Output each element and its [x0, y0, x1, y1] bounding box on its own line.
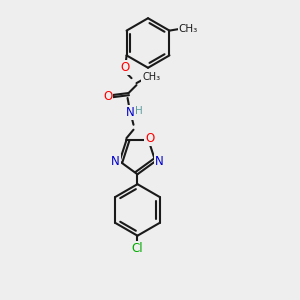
Text: Cl: Cl	[132, 242, 143, 255]
Text: H: H	[135, 106, 142, 116]
Text: CH₃: CH₃	[179, 24, 198, 34]
Text: O: O	[145, 132, 154, 145]
Text: N: N	[111, 155, 120, 168]
Text: N: N	[155, 155, 164, 168]
Text: N: N	[126, 106, 135, 119]
Text: O: O	[103, 89, 112, 103]
Text: CH₃: CH₃	[142, 72, 160, 82]
Text: O: O	[120, 61, 129, 74]
